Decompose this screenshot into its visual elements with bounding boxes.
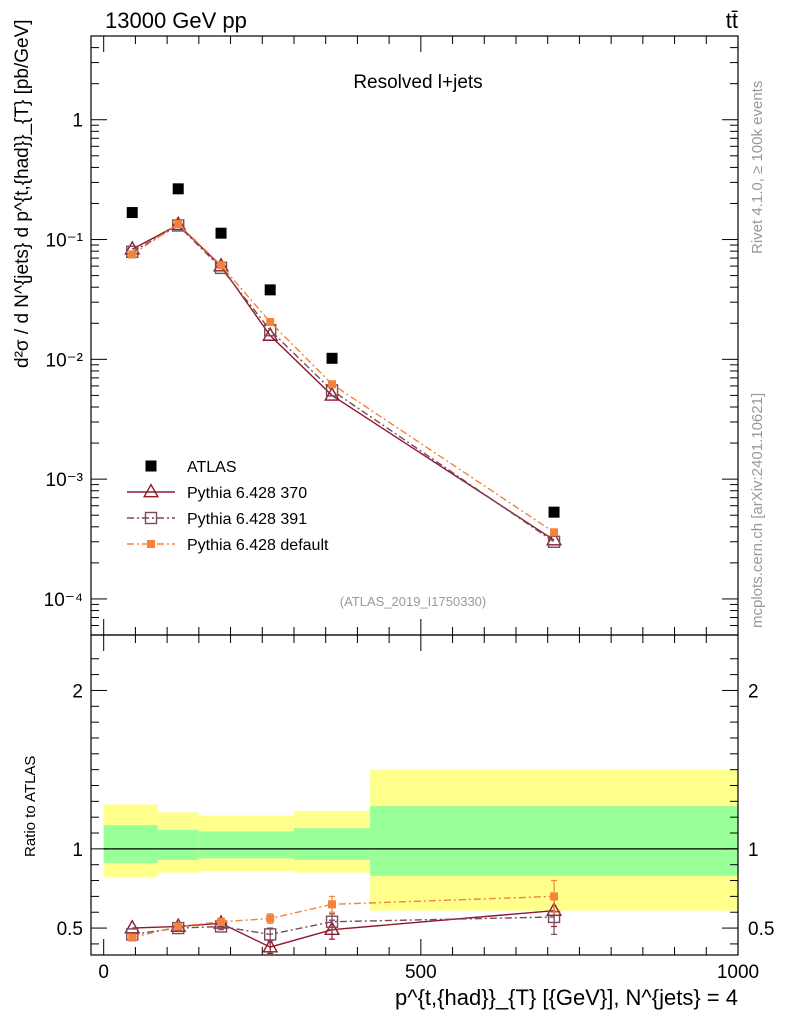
y-tick-label: 10⁻⁴ (44, 590, 83, 611)
ratio-point (124, 919, 141, 934)
data-point (174, 219, 183, 228)
mcplots-label: mcplots.cern.ch [arXiv:2401.10621] (749, 393, 766, 628)
main-panel: Resolved l+jets (ATLAS_2019_I1750330) d²… (12, 19, 739, 636)
legend: ATLAS Pythia 6.428 370 Pythia 6.428 391 Pyt… (127, 459, 329, 554)
uncertainty-band-inner (370, 806, 738, 876)
legend-label: ATLAS (187, 459, 237, 476)
ratio-point (325, 915, 339, 928)
ratio-point (324, 920, 341, 936)
rivet-label: Rivet 4.1.0, ≥ 100k events (749, 81, 766, 254)
x-tick-label: 1000 (717, 962, 759, 983)
ratio-point (328, 900, 337, 909)
ratio-point (263, 928, 277, 941)
legend-entry: Pythia 6.428 default (127, 537, 329, 554)
data-point (217, 261, 226, 270)
header-process: tt̄ (726, 8, 738, 33)
ratio-point (128, 933, 137, 942)
y-tick-label: 10⁻³ (46, 470, 84, 491)
y-tick-label: 10⁻¹ (46, 231, 84, 252)
y-axis-label: d²σ / d N^{jets} d p^{t,{had}}_{T} [pb/G… (12, 19, 33, 368)
data-point (126, 207, 138, 219)
x-tick-label: 0 (98, 962, 109, 983)
ratio-tick-label-left: 1 (72, 840, 83, 861)
ratio-series-pythia-6-428-default (128, 879, 559, 942)
ratio-line (132, 909, 555, 948)
uncertainty-band-inner (293, 828, 371, 860)
uncertainty-band-inner (198, 831, 294, 859)
ratio-point (217, 917, 226, 926)
ratio-panel: 0.5 0.5 1 1 2 2 0 500 1000 Ratio to ATLAS (22, 634, 774, 983)
legend-marker (142, 483, 160, 498)
legend-marker (144, 511, 158, 525)
series-pythia-6-428-default (128, 219, 559, 537)
data-point (548, 506, 560, 518)
legend-label: Pythia 6.428 391 (187, 511, 307, 528)
uncertainty-band-inner (103, 825, 158, 864)
legend-entry: Pythia 6.428 391 (127, 511, 307, 528)
series-line (131, 224, 555, 543)
data-point (215, 227, 227, 239)
analysis-watermark: (ATLAS_2019_I1750330) (340, 594, 486, 609)
legend-marker (145, 460, 157, 472)
ratio-tick-label-right: 0.5 (748, 919, 774, 940)
ratio-point (550, 892, 559, 901)
x-axis-label: p^{t,{had}}_{T} [{GeV}], N^{jets} = 4 (395, 985, 738, 1010)
legend-entry: ATLAS (145, 459, 237, 476)
series-line (131, 223, 555, 533)
data-point (128, 250, 137, 259)
legend-label: Pythia 6.428 370 (187, 485, 307, 502)
ratio-axis-label: Ratio to ATLAS (22, 756, 39, 857)
data-point (324, 386, 341, 401)
legend-entry: Pythia 6.428 370 (127, 483, 307, 502)
plot-title: Resolved l+jets (353, 72, 482, 93)
data-point (328, 380, 337, 389)
series-atlas (126, 183, 560, 518)
x-tick-label: 500 (405, 962, 437, 983)
data-point (550, 528, 559, 537)
legend-marker (147, 540, 155, 548)
ratio-panel-frame (90, 634, 739, 956)
data-point (172, 183, 184, 195)
header-energy: 13000 GeV pp (105, 8, 247, 33)
ratio-tick-label-right: 2 (748, 681, 759, 702)
ratio-line (132, 895, 555, 939)
legend-label: Pythia 6.428 default (187, 537, 329, 554)
ratio-tick-label-right: 1 (748, 840, 759, 861)
y-tick-label: 10⁻² (46, 350, 84, 371)
y-tick-label: 1 (72, 111, 83, 132)
data-point (326, 352, 338, 364)
uncertainty-band-inner (157, 829, 199, 860)
ratio-point (174, 922, 183, 931)
ratio-point (262, 938, 279, 953)
ratio-point (266, 914, 275, 923)
data-point (266, 317, 275, 326)
ratio-tick-label-left: 0.5 (57, 919, 83, 940)
ratio-tick-label-left: 2 (72, 681, 83, 702)
data-point (264, 284, 276, 296)
